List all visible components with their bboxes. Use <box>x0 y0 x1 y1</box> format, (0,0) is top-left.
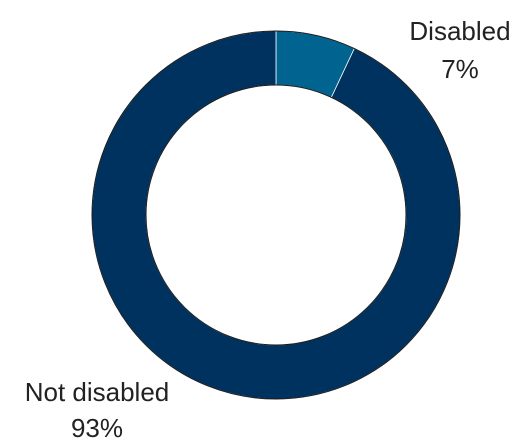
label-not-disabled-name: Not disabled <box>25 377 170 407</box>
label-not-disabled: Not disabled 93% <box>25 377 170 441</box>
donut-inner-edge <box>145 84 407 346</box>
donut-slices <box>91 30 461 400</box>
label-disabled-value: 7% <box>441 54 479 84</box>
label-disabled: Disabled 7% <box>409 16 510 84</box>
label-not-disabled-value: 93% <box>71 413 123 441</box>
label-disabled-name: Disabled <box>409 16 510 46</box>
donut-outer-edge <box>91 30 461 400</box>
slice-not-disabled <box>91 30 461 400</box>
